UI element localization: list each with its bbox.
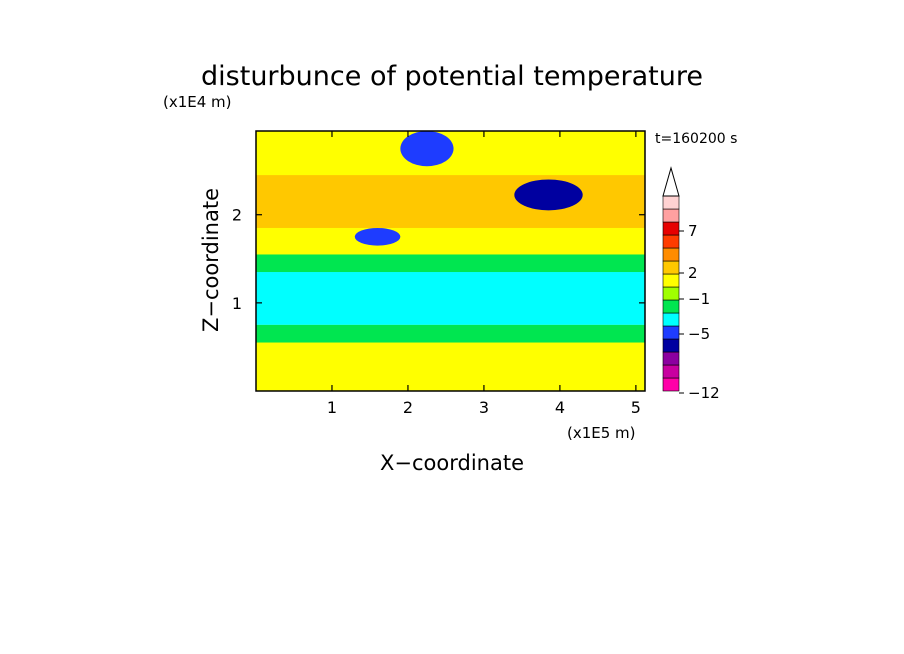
- y-tick-label: 2: [232, 206, 242, 225]
- colorbar-swatch: [662, 247, 680, 262]
- colorbar-swatch: [662, 325, 680, 340]
- field-band: [256, 342, 645, 391]
- colorbar-extend-arrow: [662, 166, 680, 197]
- y-unit-label: (x1E4 m): [163, 93, 232, 111]
- colorbar-swatch: [662, 221, 680, 236]
- colorbar-swatch: [662, 195, 680, 210]
- plot-axes: 1 2 3 4 5 1 2: [232, 130, 646, 417]
- contour-field: [256, 131, 645, 391]
- colorbar-swatch: [662, 273, 680, 288]
- x-tick-label: 4: [555, 398, 565, 417]
- field-band: [256, 324, 645, 343]
- colorbar-swatch: [662, 351, 680, 366]
- time-label: t=160200 s: [655, 131, 737, 147]
- field-band: [256, 254, 645, 273]
- colorbar-label: −5: [688, 325, 710, 343]
- y-axis-label: Z−coordinate: [199, 188, 223, 332]
- colorbar-swatch: [662, 208, 680, 223]
- field-band: [256, 227, 645, 255]
- x-unit-label: (x1E5 m): [567, 424, 636, 442]
- colorbar-swatch: [662, 260, 680, 275]
- field-blob: [514, 179, 583, 211]
- colorbar-swatch: [662, 286, 680, 301]
- x-tick-label: 1: [327, 398, 337, 417]
- colorbar-swatch: [662, 312, 680, 327]
- colorbar-swatch: [662, 299, 680, 314]
- colorbar-swatch: [662, 234, 680, 249]
- x-tick-label: 3: [479, 398, 489, 417]
- colorbar-label: 2: [688, 264, 698, 282]
- colorbar-swatch: [662, 377, 680, 392]
- plot-frame: [255, 130, 646, 392]
- field-blob: [354, 227, 401, 246]
- field-band: [256, 272, 645, 325]
- colorbar-label: −1: [688, 290, 710, 308]
- colorbar: 7 2 −1 −5 −12: [662, 166, 720, 402]
- chart-title: disturbunce of potential temperature: [201, 61, 703, 92]
- field-blob: [400, 131, 454, 167]
- colorbar-swatch: [662, 364, 680, 379]
- x-tick-label: 5: [631, 398, 641, 417]
- x-tick-label: 2: [403, 398, 413, 417]
- colorbar-label: −12: [688, 384, 720, 402]
- colorbar-swatch: [662, 338, 680, 353]
- field-band: [256, 175, 645, 228]
- x-axis-label: X−coordinate: [380, 451, 524, 475]
- y-tick-label: 1: [232, 294, 242, 313]
- colorbar-label: 7: [688, 222, 698, 240]
